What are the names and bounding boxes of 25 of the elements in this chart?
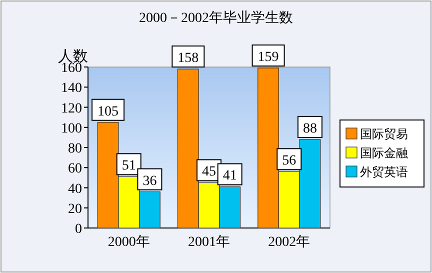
y-tick-label: 100: [61, 121, 82, 136]
data-label: 51: [122, 158, 136, 174]
y-tick-label: 80: [68, 142, 82, 156]
y-tick-label: 140: [61, 81, 82, 96]
legend-label: 国际金融: [360, 146, 408, 160]
data-label: 45: [202, 164, 216, 180]
x-tick-label: 2000年: [108, 234, 150, 250]
x-tick-label: 2001年: [188, 234, 230, 250]
chart-title: 2000－2002年毕业学生数: [139, 10, 293, 26]
y-tick-label: 20: [68, 202, 82, 217]
y-tick-label: 0: [75, 222, 82, 237]
data-label: 105: [98, 104, 119, 120]
legend-label: 国际贸易: [360, 127, 408, 141]
data-label: 88: [302, 121, 317, 136]
data-label: 36: [142, 174, 157, 189]
data-label: 41: [222, 168, 237, 184]
data-label: 158: [178, 51, 199, 66]
y-tick-label: 40: [68, 182, 82, 197]
legend-label: 外贸英语: [360, 165, 408, 179]
x-tick-label: 2002年: [268, 234, 310, 250]
data-label: 56: [282, 154, 296, 169]
data-label: 159: [258, 50, 279, 66]
y-tick-label: 120: [61, 101, 82, 116]
y-tick-label: 160: [61, 61, 82, 76]
y-tick-label: 60: [68, 162, 82, 177]
